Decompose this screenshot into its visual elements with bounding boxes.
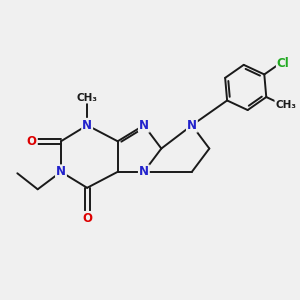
- Text: N: N: [82, 119, 92, 132]
- Text: N: N: [56, 165, 66, 178]
- Text: CH₃: CH₃: [275, 100, 296, 110]
- Text: O: O: [27, 135, 37, 148]
- Text: Cl: Cl: [277, 57, 290, 70]
- Text: N: N: [139, 119, 149, 132]
- Text: CH₃: CH₃: [76, 93, 98, 103]
- Text: N: N: [139, 165, 149, 178]
- Text: O: O: [82, 212, 92, 225]
- Text: N: N: [187, 119, 197, 132]
